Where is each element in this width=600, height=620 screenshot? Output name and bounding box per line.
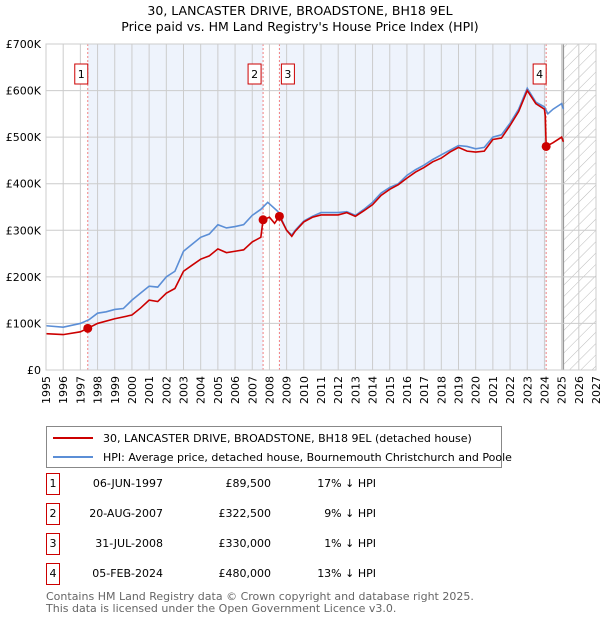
sale-hpi-diff: 17% ↓ HPI [317,477,376,490]
x-tick-label: 2023 [521,376,534,404]
y-tick-label: £100K [6,317,42,330]
x-tick-label: 2019 [453,376,466,404]
x-tick-label: 2027 [590,376,600,404]
sale-number-badge: 3 [46,533,60,555]
sale-number-badge: 4 [46,563,60,585]
sale-date: 20-AUG-2007 [89,507,163,520]
sale-number-badge: 2 [46,503,60,525]
shaded-period [87,44,264,370]
sale-row: 3 31-JUL-2008 £330,000 1% ↓ HPI [46,533,376,555]
y-tick-label: £600K [6,85,42,98]
x-tick-label: 2003 [178,376,191,404]
sale-label-box [532,63,547,85]
x-tick-label: 1999 [109,376,122,404]
x-tick-label: 2015 [384,376,397,404]
sale-row: 4 05-FEB-2024 £480,000 13% ↓ HPI [46,563,376,585]
legend-label: 30, LANCASTER DRIVE, BROADSTONE, BH18 9E… [103,431,472,445]
sale-label-box [74,63,89,85]
x-tick-label: 2016 [401,376,414,404]
x-tick-label: 2001 [143,376,156,404]
x-tick-label: 2005 [212,376,225,404]
sale-row: 2 20-AUG-2007 £322,500 9% ↓ HPI [46,503,376,525]
legend-item-property: 30, LANCASTER DRIVE, BROADSTONE, BH18 9E… [53,429,472,447]
legend: 30, LANCASTER DRIVE, BROADSTONE, BH18 9E… [46,426,512,468]
sale-date: 06-JUN-1997 [92,477,163,490]
sale-point [258,215,268,225]
sale-point [274,211,284,221]
y-tick-label: £200K [6,271,42,284]
sale-label-number: 2 [251,68,258,81]
chart-title: 30, LANCASTER DRIVE, BROADSTONE, BH18 9E… [0,3,600,35]
sale-label-box [247,63,262,85]
x-tick-label: 1996 [57,376,70,404]
sale-date: 31-JUL-2008 [95,537,163,550]
sale-hpi-diff: 1% ↓ HPI [324,537,376,550]
footer: Contains HM Land Registry data © Crown c… [46,591,474,615]
x-tick-label: 2000 [126,376,139,404]
hpi-line [45,86,565,328]
sale-label-number: 1 [78,68,85,81]
sale-hpi-diff: 13% ↓ HPI [317,567,376,580]
legend-label: HPI: Average price, detached house, Bour… [103,450,512,464]
sale-label-number: 3 [284,68,291,81]
x-tick-label: 2024 [538,376,551,404]
x-tick-label: 1997 [74,376,87,404]
sale-price: £480,000 [218,567,272,580]
x-tick-label: 2006 [229,376,242,404]
legend-item-hpi: HPI: Average price, detached house, Bour… [53,448,512,466]
sale-label-number: 4 [536,68,543,81]
x-tick-label: 1995 [40,376,53,404]
title-line: 30, LANCASTER DRIVE, BROADSTONE, BH18 9E… [147,3,453,18]
x-tick-label: 2017 [418,376,431,404]
sale-number-badge: 1 [46,473,60,495]
subtitle-line: Price paid vs. HM Land Registry's House … [121,19,479,34]
y-tick-label: £400K [6,178,42,191]
sale-point [541,141,551,151]
sale-price: £89,500 [225,477,272,490]
property-price-line [45,88,565,336]
x-tick-label: 2004 [195,376,208,404]
sale-date: 05-FEB-2024 [92,567,163,580]
x-tick-label: 2009 [281,376,294,404]
x-tick-label: 2010 [298,376,311,404]
y-tick-label: £500K [6,131,42,144]
x-tick-label: 2018 [435,376,448,404]
shaded-period [279,44,547,370]
sale-point [83,323,93,333]
x-tick-label: 2026 [573,376,586,404]
x-tick-label: 2008 [263,376,276,404]
x-tick-label: 2007 [246,376,259,404]
x-tick-label: 2002 [160,376,173,404]
price-chart: 1995 1996 1997 1998 1999 2000 2001 2002 2003 2004… [6,38,600,404]
x-tick-label: 2021 [487,376,500,404]
x-tick-label: 2013 [349,376,362,404]
sale-label-box [280,63,295,85]
forecast-hatch [563,44,596,370]
x-tick-label: 1998 [92,376,105,404]
x-tick-label: 2011 [315,376,328,404]
footer-line: Contains HM Land Registry data © Crown c… [46,590,474,603]
x-tick-label: 2025 [556,376,569,404]
x-tick-label: 2020 [470,376,483,404]
footer-line: This data is licensed under the Open Gov… [46,602,397,615]
sale-hpi-diff: 9% ↓ HPI [324,507,376,520]
x-tick-label: 2012 [332,376,345,404]
x-tick-label: 2014 [367,376,380,404]
x-tick-label: 2022 [504,376,517,404]
y-tick-label: £0 [27,364,41,377]
sale-price: £330,000 [218,537,272,550]
y-tick-label: £700K [6,38,42,51]
plot-border [45,43,597,371]
sale-price: £322,500 [218,507,272,520]
y-tick-label: £300K [6,224,42,237]
sale-row: 1 06-JUN-1997 £89,500 17% ↓ HPI [46,473,376,495]
